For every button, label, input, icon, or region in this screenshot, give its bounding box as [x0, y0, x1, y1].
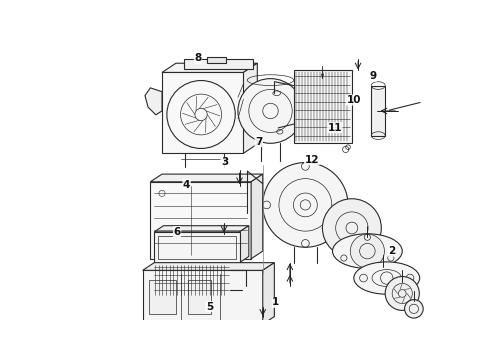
Polygon shape	[143, 263, 274, 270]
Polygon shape	[251, 174, 263, 259]
Bar	[207, 57, 226, 63]
Text: 4: 4	[183, 180, 190, 190]
Text: 9: 9	[369, 72, 376, 81]
Text: 3: 3	[221, 157, 228, 167]
Circle shape	[385, 276, 419, 310]
Text: 1: 1	[272, 297, 279, 307]
Polygon shape	[184, 59, 253, 69]
Bar	[188, 280, 211, 314]
Polygon shape	[150, 174, 263, 182]
Bar	[143, 270, 263, 324]
Polygon shape	[154, 226, 249, 232]
Bar	[371, 86, 385, 136]
Text: 8: 8	[195, 53, 201, 63]
Text: 2: 2	[388, 246, 395, 256]
Text: 7: 7	[255, 136, 263, 147]
Polygon shape	[162, 63, 257, 72]
Circle shape	[263, 163, 348, 247]
Circle shape	[322, 199, 381, 257]
Text: 6: 6	[173, 227, 181, 237]
Circle shape	[350, 234, 385, 268]
Text: 11: 11	[327, 123, 342, 133]
Text: 10: 10	[346, 95, 361, 105]
Circle shape	[238, 78, 303, 143]
Polygon shape	[244, 63, 257, 153]
Bar	[162, 72, 244, 153]
Polygon shape	[263, 263, 274, 324]
Text: 5: 5	[206, 302, 213, 311]
Polygon shape	[145, 88, 162, 115]
Bar	[149, 280, 176, 314]
Ellipse shape	[354, 262, 420, 294]
Bar	[154, 232, 240, 263]
Bar	[158, 236, 236, 259]
Circle shape	[405, 300, 423, 318]
Bar	[153, 263, 230, 297]
Text: 12: 12	[305, 155, 319, 165]
Polygon shape	[240, 226, 249, 263]
Bar	[150, 182, 251, 259]
Bar	[294, 70, 352, 143]
Ellipse shape	[333, 234, 402, 269]
